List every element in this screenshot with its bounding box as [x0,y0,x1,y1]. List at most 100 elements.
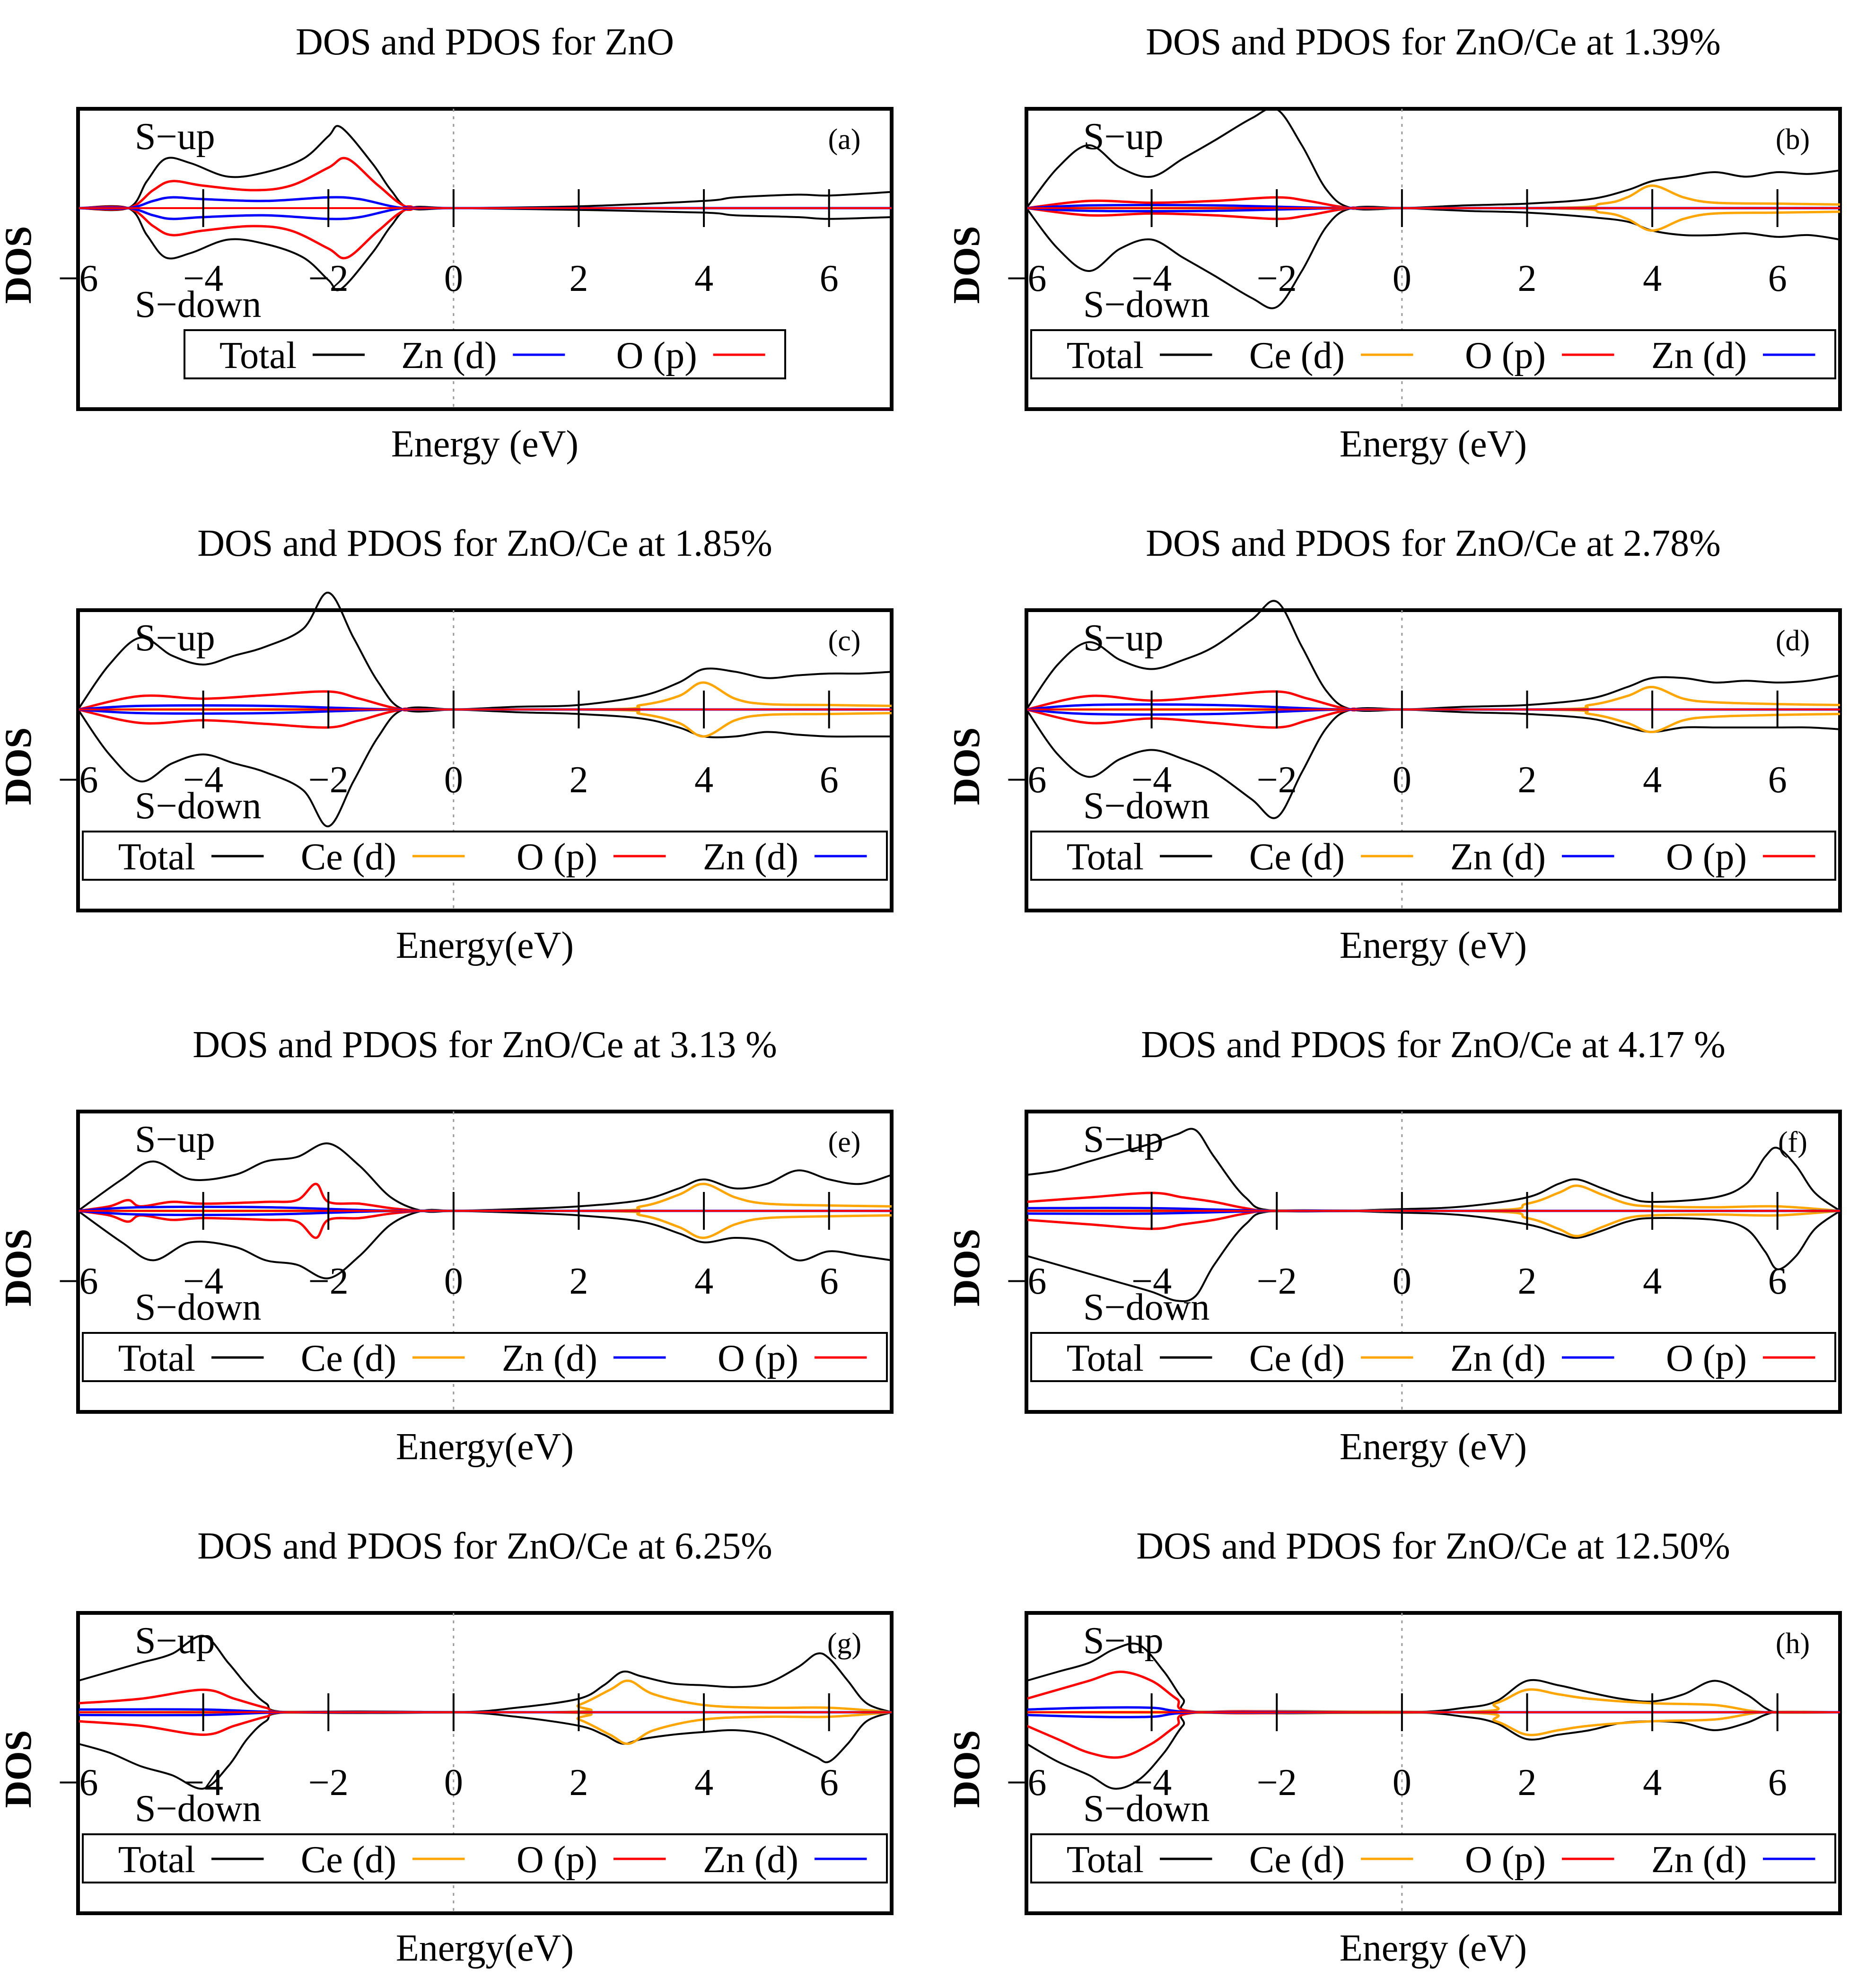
spin-down-label: S−down [1083,785,1209,827]
x-tick-label: 2 [569,759,588,801]
panel-letter: (f) [1778,1126,1807,1158]
spin-up-label: S−up [135,1620,215,1662]
x-tick-label: 0 [444,258,463,299]
spin-down-label: S−down [1083,284,1209,325]
series-total-spin-down [1025,707,1840,819]
x-axis-label: Energy(eV) [396,1426,574,1468]
spin-up-label: S−up [1083,617,1164,659]
series-total-spin-up [78,125,892,211]
series-ce_d-spin-up [78,1679,892,1714]
series-total-spin-down [1026,1710,1840,1790]
legend-label-zn_d: Zn (d) [703,836,798,878]
x-axis-label: Energy(eV) [396,1927,574,1969]
series-total-spin-down [78,205,892,291]
plot-frame [1025,1611,1842,1915]
x-tick-label: 0 [1393,1762,1411,1804]
x-axis-label: Energy (eV) [1340,1426,1527,1468]
panel-letter: (b) [1776,123,1810,156]
x-tick-label: 2 [569,1762,588,1804]
legend-label-total: Total [1067,1839,1144,1881]
spin-up-label: S−up [135,116,215,158]
series-ce_d-spin-up [1026,1688,1840,1714]
x-axis-label: Energy (eV) [1340,925,1527,966]
x-tick-label: 2 [1517,1762,1536,1804]
panel-title: DOS and PDOS for ZnO/Ce at 4.17 % [1141,1024,1725,1066]
x-tick-label: 4 [1643,1762,1662,1804]
panel-b: DOS and PDOS for ZnO/Ce at 1.39% −6 −4 −2 0 2… [946,21,1842,465]
spin-down-label: S−down [135,1287,261,1328]
legend-label-o_p: O (p) [517,836,597,878]
series-total-spin-up [78,1635,892,1714]
x-tick-label: 6 [820,1762,839,1804]
legend-label-o_p: O (p) [1465,335,1546,377]
x-tick-label: 2 [1517,1261,1536,1302]
panel-letter: (h) [1776,1628,1810,1660]
series-total-spin-up [77,592,892,713]
x-tick-label: −6 [1006,1762,1046,1804]
legend-label-ce_d: Ce (d) [1249,836,1345,878]
legend-label-total: Total [118,1839,195,1881]
x-tick-label: −2 [1257,1762,1297,1804]
spin-up-label: S−up [135,617,215,659]
legend-label-o_p: O (p) [616,335,697,377]
panel-letter: (e) [828,1126,861,1158]
y-axis-label: DOS [946,226,988,304]
series-ce_d-spin-down [1026,708,1840,734]
spin-down-label: S−down [1083,1788,1209,1830]
x-tick-label: 4 [1643,1261,1662,1302]
x-tick-label: 6 [1768,759,1787,801]
x-tick-label: 0 [444,1261,463,1302]
y-axis-label: DOS [0,1229,39,1307]
spin-down-label: S−down [135,785,261,827]
legend-label-o_p: O (p) [718,1338,798,1379]
x-tick-label: −2 [308,258,349,299]
plot-frame [76,107,894,411]
legend-label-zn_d: Zn (d) [401,335,497,377]
panel-d: DOS and PDOS for ZnO/Ce at 2.78% −6 −4 −2 0 2… [946,523,1842,966]
x-tick-label: −2 [308,1762,349,1804]
legend-label-total: Total [1067,836,1144,878]
legend-label-zn_d: Zn (d) [502,1338,597,1379]
panel-title: DOS and PDOS for ZnO/Ce at 6.25% [197,1525,772,1567]
legend-label-o_p: O (p) [1666,1338,1747,1379]
legend-label-zn_d: Zn (d) [1450,836,1546,878]
x-tick-label: 6 [820,258,839,299]
spin-down-label: S−down [1083,1287,1209,1328]
spin-up-label: S−up [1083,1119,1164,1160]
panel-e: DOS and PDOS for ZnO/Ce at 3.13 % −6 −4 −2 0… [0,1024,894,1468]
x-tick-label: 0 [444,759,463,801]
y-axis-label: DOS [0,727,39,806]
legend-label-zn_d: Zn (d) [1450,1338,1546,1379]
plot-frame [1025,608,1842,912]
x-tick-label: −6 [58,1762,98,1804]
panel-letter: (c) [828,625,861,657]
panel-title: DOS and PDOS for ZnO [296,21,674,63]
x-tick-label: 6 [1768,1261,1787,1302]
series-total-spin-up [1025,600,1840,712]
x-tick-label: −4 [183,1762,223,1804]
x-tick-label: 2 [1517,258,1536,299]
x-tick-label: −6 [1006,759,1046,801]
spin-down-label: S−down [135,284,261,325]
x-axis-label: Energy (eV) [391,423,578,465]
panel-letter: (g) [827,1628,861,1660]
x-tick-label: 6 [1768,258,1787,299]
plot-frame [76,1110,894,1414]
x-tick-label: 6 [1768,1762,1787,1804]
spin-up-label: S−up [1083,1620,1164,1662]
series-total-spin-up [1026,1642,1840,1715]
plot-frame [1025,107,1842,411]
panel-g: DOS and PDOS for ZnO/Ce at 6.25% −6 −4 −2 0 2… [0,1525,894,1969]
x-axis-label: Energy (eV) [1340,423,1527,465]
x-tick-label: 2 [569,258,588,299]
y-axis-label: DOS [946,1229,988,1307]
x-tick-label: 6 [820,759,839,801]
x-tick-label: −2 [1257,258,1297,299]
legend-label-total: Total [118,1338,195,1379]
x-tick-label: 0 [1393,759,1411,801]
legend-label-o_p: O (p) [1666,836,1747,878]
x-tick-label: 0 [1393,1261,1411,1302]
x-tick-label: 4 [694,258,713,299]
panel-title: DOS and PDOS for ZnO/Ce at 3.13 % [193,1024,777,1066]
x-tick-label: −6 [58,1261,98,1302]
